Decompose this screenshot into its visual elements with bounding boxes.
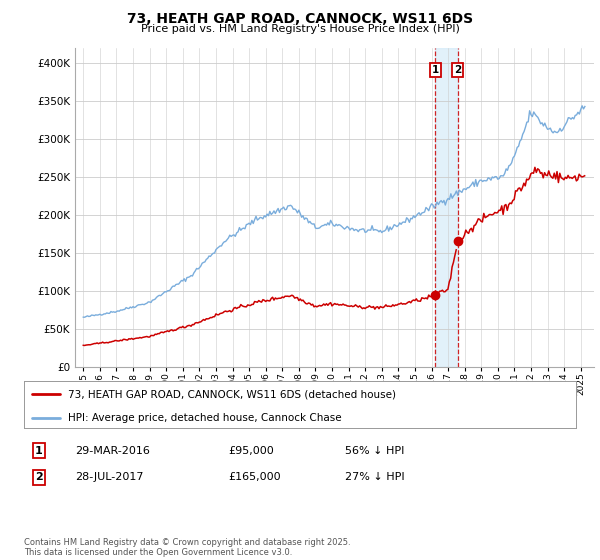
Bar [436,48,458,367]
Text: 73, HEATH GAP ROAD, CANNOCK, WS11 6DS (detached house): 73, HEATH GAP ROAD, CANNOCK, WS11 6DS (d… [68,389,396,399]
Text: 27% ↓ HPI: 27% ↓ HPI [345,472,404,482]
Text: 1: 1 [35,446,43,456]
Text: 1: 1 [432,65,439,75]
Text: HPI: Average price, detached house, Cannock Chase: HPI: Average price, detached house, Cann… [68,413,342,423]
Text: £95,000: £95,000 [228,446,274,456]
Text: 56% ↓ HPI: 56% ↓ HPI [345,446,404,456]
Text: Contains HM Land Registry data © Crown copyright and database right 2025.
This d: Contains HM Land Registry data © Crown c… [24,538,350,557]
Text: 73, HEATH GAP ROAD, CANNOCK, WS11 6DS: 73, HEATH GAP ROAD, CANNOCK, WS11 6DS [127,12,473,26]
Text: 2: 2 [35,472,43,482]
Text: 2: 2 [454,65,461,75]
Text: £165,000: £165,000 [228,472,281,482]
Text: 29-MAR-2016: 29-MAR-2016 [75,446,150,456]
Text: 28-JUL-2017: 28-JUL-2017 [75,472,143,482]
Text: Price paid vs. HM Land Registry's House Price Index (HPI): Price paid vs. HM Land Registry's House … [140,24,460,34]
